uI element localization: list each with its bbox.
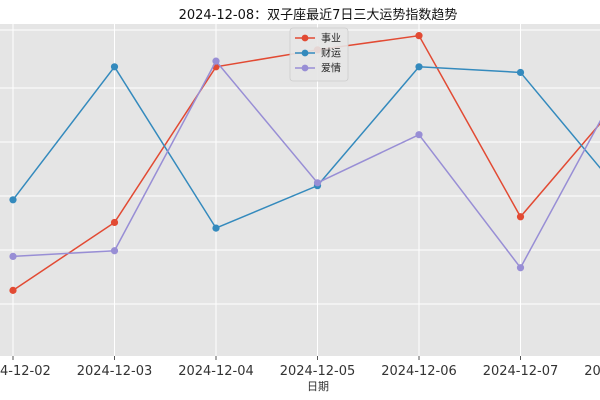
x-tick-label: 2024-12-03 xyxy=(77,364,153,379)
legend-swatch-marker xyxy=(301,34,309,42)
legend-label: 事业 xyxy=(321,32,341,45)
data-point xyxy=(212,57,220,65)
data-point xyxy=(9,286,17,294)
grid xyxy=(0,24,600,356)
legend-label: 爱情 xyxy=(321,62,341,75)
data-point xyxy=(110,218,119,227)
legend-item: 事业 xyxy=(295,32,341,45)
x-tick-label: 2024-12-07 xyxy=(483,364,559,379)
x-tick-label: 2024-12-06 xyxy=(381,364,457,379)
series-2 xyxy=(9,57,600,272)
x-axis-ticks: 2024-12-02 2024-12-03 2024-12-04 2024-12-05… xyxy=(0,356,600,379)
legend-item: 财运 xyxy=(295,47,341,60)
data-point xyxy=(516,264,525,272)
data-point xyxy=(313,179,322,187)
x-tick-label: 2024-12-08 xyxy=(584,364,600,379)
legend-item: 爱情 xyxy=(295,62,341,75)
x-axis-label: 日期 xyxy=(307,380,329,393)
legend-label: 财运 xyxy=(321,47,341,60)
legend-swatch-marker xyxy=(301,64,309,72)
data-point xyxy=(110,63,119,71)
x-tick-label: 2024-12-04 xyxy=(178,364,254,379)
data-point xyxy=(212,224,220,232)
data-point xyxy=(516,213,525,221)
x-tick-label: 2024-12-05 xyxy=(280,364,356,379)
data-point xyxy=(415,131,423,139)
data-point xyxy=(415,32,423,40)
data-point xyxy=(415,63,423,71)
data-point xyxy=(9,252,17,260)
legend-swatch-marker xyxy=(301,49,309,57)
x-tick-label: 2024-12-02 xyxy=(0,364,51,379)
data-point xyxy=(110,247,119,255)
data-point xyxy=(516,68,525,77)
chart-title: 2024-12-08：双子座最近7日三大运势指数趋势 xyxy=(179,7,458,23)
data-point xyxy=(9,196,17,204)
